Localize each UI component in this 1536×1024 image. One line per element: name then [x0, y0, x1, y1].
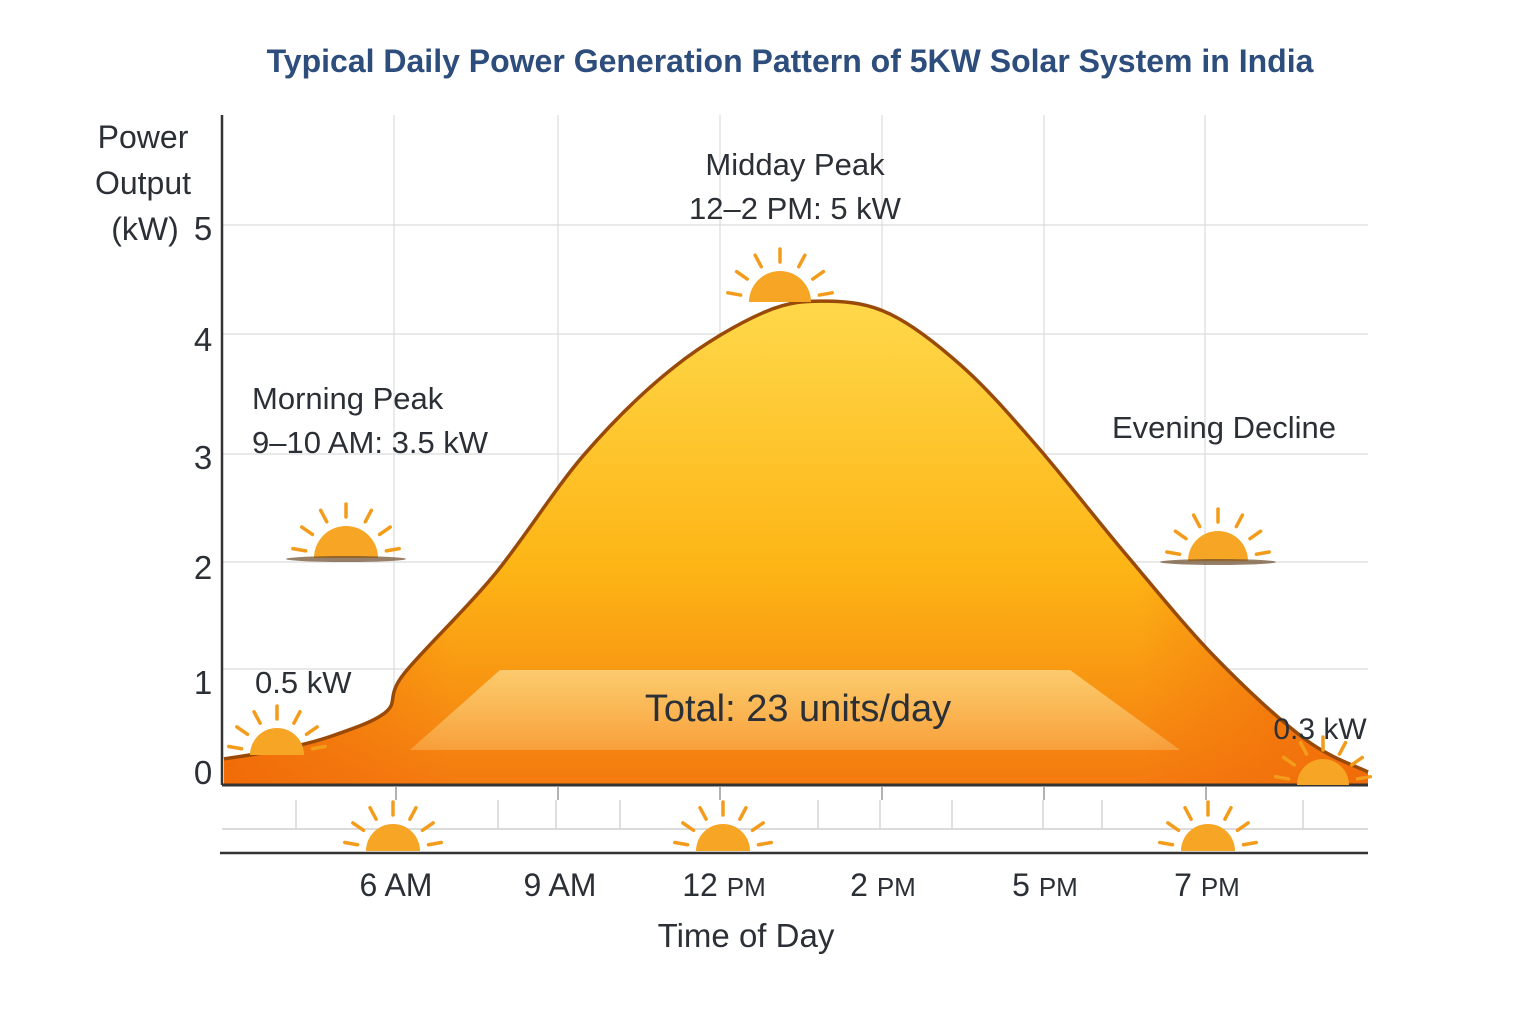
sun-decorations	[226, 247, 1373, 851]
x-tick-label: 5 PM	[1012, 867, 1078, 903]
annotation-evening: Evening Decline	[1112, 410, 1336, 445]
sun-icon	[1273, 735, 1373, 785]
x-tick-label: 2 PM	[850, 867, 916, 903]
sun-icon	[1157, 800, 1259, 851]
x-tick-label: 9 AM	[524, 867, 597, 903]
tick-labels: 0 1 2 3 4 5 6 AM 9 AM 12 PM 2 PM 5 PM 7 PM	[194, 210, 1240, 903]
area-edge-shade	[224, 301, 1368, 785]
x-tick-label: 7 PM	[1174, 867, 1240, 903]
x-axis-label: Time of Day	[658, 917, 835, 954]
y-tick-label: 3	[194, 439, 212, 476]
plot-area	[223, 299, 1369, 785]
x-tick-label: 6 AM	[360, 867, 433, 903]
total-band	[410, 670, 1180, 750]
sun-icon	[286, 502, 406, 562]
annotation-end: 0.3 kW	[1273, 713, 1367, 746]
sun-icon	[726, 247, 834, 302]
sun-icon	[226, 704, 328, 755]
y-tick-label: 2	[194, 549, 212, 586]
sun-icon	[672, 800, 774, 851]
x-tick-label: 12 PM	[682, 867, 765, 903]
sun-icon	[342, 800, 444, 851]
sun-icon	[1160, 507, 1276, 565]
y-axis-label: Power Output (kW)	[95, 119, 191, 247]
annotations: Midday Peak 12–2 PM: 5 kW Morning Peak 9–10…	[252, 147, 1367, 746]
annotation-midday: Midday Peak 12–2 PM: 5 kW	[689, 147, 902, 226]
y-tick-label: 0	[194, 754, 212, 791]
generation-curve	[223, 299, 1369, 774]
y-tick-label: 4	[194, 321, 212, 358]
annotation-start: 0.5 kW	[255, 665, 352, 700]
annotation-morning: Morning Peak 9–10 AM: 3.5 kW	[252, 381, 489, 460]
y-tick-label: 5	[194, 210, 212, 247]
chart-title: Typical Daily Power Generation Pattern o…	[267, 43, 1314, 79]
axes	[220, 115, 1368, 855]
annotation-total: Total: 23 units/day	[645, 688, 951, 730]
y-tick-label: 1	[194, 664, 212, 701]
